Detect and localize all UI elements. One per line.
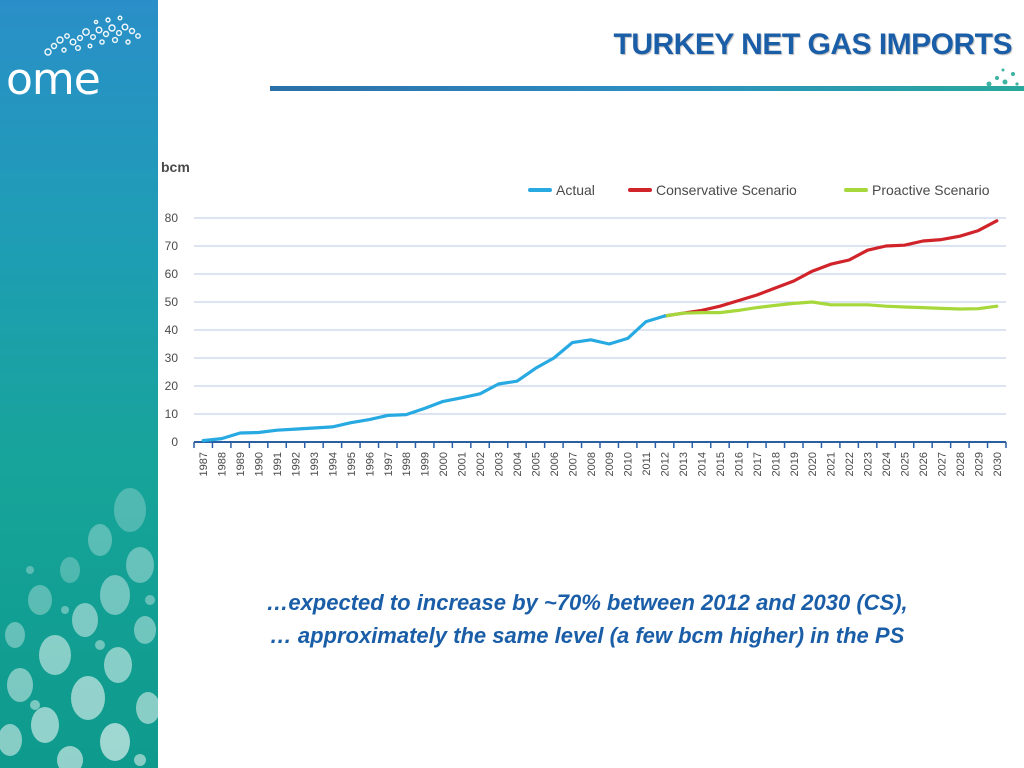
legend-label: Conservative Scenario xyxy=(656,182,797,198)
x-tick-label: 1990 xyxy=(254,452,266,476)
x-tick-label: 2000 xyxy=(438,452,450,476)
x-tick-label: 1998 xyxy=(401,452,413,476)
x-tick-label: 1993 xyxy=(309,452,321,476)
x-tick-label: 1996 xyxy=(364,452,376,476)
y-tick-label: 60 xyxy=(165,267,179,281)
x-tick-label: 2011 xyxy=(641,452,653,476)
y-tick-label: 10 xyxy=(165,407,179,421)
y-tick-label: 30 xyxy=(165,351,179,365)
y-tick-label: 50 xyxy=(165,295,179,309)
x-tick-label: 2016 xyxy=(733,452,745,476)
x-tick-label: 2004 xyxy=(512,452,524,476)
x-tick-label: 2010 xyxy=(623,452,635,476)
x-tick-label: 1997 xyxy=(383,452,395,476)
x-tick-label: 2026 xyxy=(918,452,930,476)
x-tick-label: 1991 xyxy=(272,452,284,476)
x-tick-label: 1999 xyxy=(420,452,432,476)
x-tick-label: 2029 xyxy=(973,452,985,476)
mediterranean-map-logo-icon xyxy=(44,15,141,56)
x-tick-label: 1988 xyxy=(217,452,229,476)
x-tick-label: 1987 xyxy=(198,452,210,476)
x-tick-label: 2030 xyxy=(992,452,1004,476)
caption-line-1: …expected to increase by ~70% between 20… xyxy=(266,590,908,615)
x-tick-label: 2024 xyxy=(881,452,893,476)
x-tick-label: 2006 xyxy=(549,452,561,476)
x-tick-label: 1992 xyxy=(291,452,303,476)
x-tick-label: 2005 xyxy=(530,452,542,476)
slide-title: TURKEY NET GAS IMPORTS xyxy=(613,28,1013,61)
x-tick-label: 2008 xyxy=(586,452,598,476)
series-line-actual xyxy=(201,314,667,443)
title-underline xyxy=(270,86,1024,91)
legend-label: Actual xyxy=(556,182,595,198)
legend-label: Proactive Scenario xyxy=(872,182,990,198)
x-tick-label: 2014 xyxy=(697,452,709,476)
x-tick-label: 2009 xyxy=(604,452,616,476)
y-tick-label: 20 xyxy=(165,379,179,393)
x-tick-label: 2015 xyxy=(715,452,727,476)
x-tick-label: 2017 xyxy=(752,452,764,476)
x-tick-label: 2012 xyxy=(660,452,672,476)
x-tick-label: 2013 xyxy=(678,452,690,476)
sidebar-band: ome xyxy=(0,0,158,768)
x-tick-label: 2023 xyxy=(863,452,875,476)
x-tick-label: 1989 xyxy=(235,452,247,476)
x-tick-label: 2021 xyxy=(826,452,838,476)
x-tick-label: 2001 xyxy=(457,452,469,476)
x-tick-label: 2028 xyxy=(955,452,967,476)
series-line-conservative-scenario xyxy=(663,219,999,318)
x-tick-label: 2007 xyxy=(567,452,579,476)
x-tick-label: 2003 xyxy=(494,452,506,476)
logo-text: ome xyxy=(6,54,101,105)
decorative-bubbles-icon xyxy=(0,488,158,768)
y-tick-label: 40 xyxy=(165,323,179,337)
title-dots-decoration-icon xyxy=(986,68,1019,87)
y-tick-label: 80 xyxy=(165,211,179,225)
y-tick-label: 70 xyxy=(165,239,179,253)
y-axis-label: bcm xyxy=(161,159,190,175)
x-tick-label: 2018 xyxy=(770,452,782,476)
y-tick-label: 0 xyxy=(171,435,178,449)
x-tick-label: 2002 xyxy=(475,452,487,476)
x-tick-label: 2019 xyxy=(789,452,801,476)
x-tick-label: 2020 xyxy=(807,452,819,476)
x-tick-label: 2027 xyxy=(936,452,948,476)
x-tick-label: 2025 xyxy=(900,452,912,476)
caption: …expected to increase by ~70% between 20… xyxy=(160,586,1014,652)
x-tick-label: 1994 xyxy=(327,452,339,476)
x-tick-label: 1995 xyxy=(346,452,358,476)
x-tick-label: 2022 xyxy=(844,452,856,476)
series-line-proactive-scenario xyxy=(663,300,999,318)
caption-line-2: … approximately the same level (a few bc… xyxy=(269,623,905,648)
